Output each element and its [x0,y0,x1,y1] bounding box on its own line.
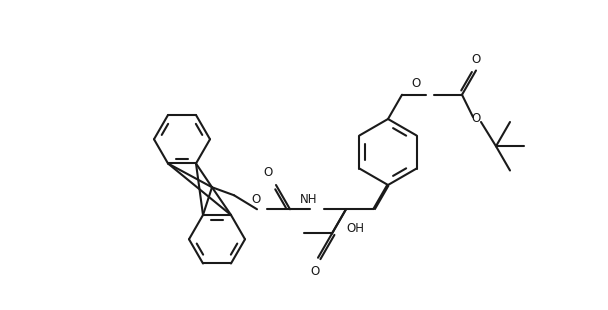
Text: O: O [412,77,421,90]
Text: O: O [471,113,481,126]
Text: NH: NH [300,193,317,206]
Text: O: O [310,265,320,278]
Text: O: O [252,193,261,206]
Text: OH: OH [346,222,364,235]
Text: O: O [263,166,272,179]
Text: O: O [471,52,481,65]
